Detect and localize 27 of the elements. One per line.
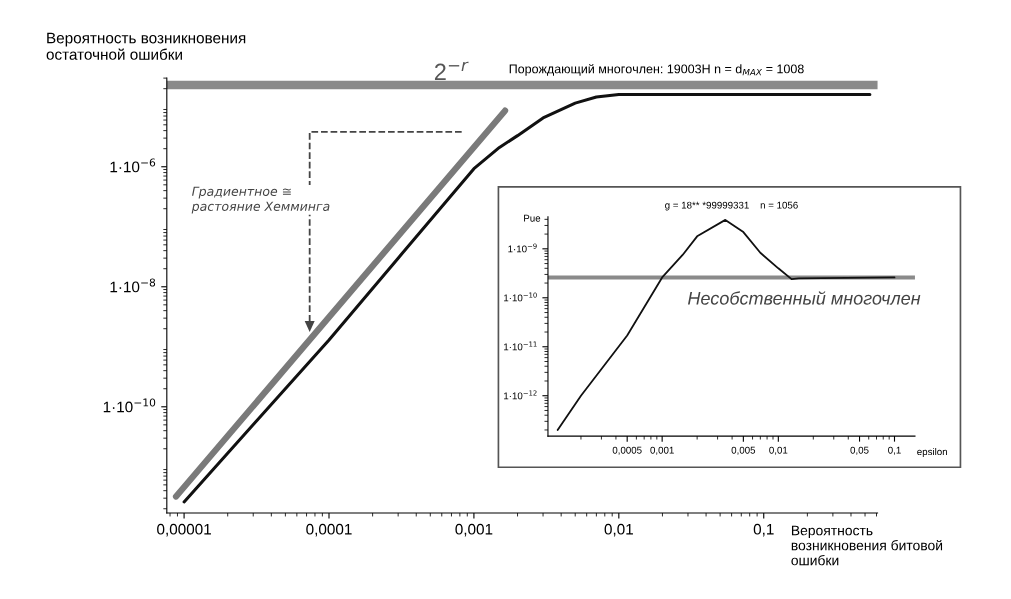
x-axis-title: epsilon — [917, 447, 947, 458]
x-tick-label: 0,005 — [731, 446, 756, 455]
chart-title: Порождающий многочлен: 19003H n = d$_{MAX}$ = 1008 — [509, 63, 804, 76]
x-tick-label: 0,00001 — [157, 523, 211, 537]
x-tick-label: 0,001 — [650, 446, 674, 455]
y-axis-title: Вероятность возникновения остаточной ошибки — [46, 32, 246, 60]
annotation: Несобственный многочлен — [687, 291, 921, 305]
chart-title: g = 18** *99999331 n = 1056 — [665, 201, 798, 211]
x-tick-label: 0,01 — [604, 523, 633, 537]
y-tick-label: 1·10$^{−10}$ — [504, 292, 537, 302]
y-tick-label: 1·10$^{−11}$ — [504, 341, 537, 351]
x-axis-title: Вероятность возникновения битовой ошибки — [791, 525, 943, 566]
y-tick-label: 1·10$^{−10}$ — [103, 398, 156, 413]
x-tick-label: 0,01 — [769, 446, 788, 455]
ref-line-label: 2$^{−r}$ — [434, 61, 469, 81]
x-tick-label: 0,001 — [455, 523, 493, 537]
annotation: Градиентное ≅ растояние Хемминга — [191, 186, 330, 214]
y-tick-label: 1·10$^{−12}$ — [504, 390, 537, 400]
y-tick-label: 1·10$^{−9}$ — [508, 243, 537, 253]
y-axis-title: Pue — [524, 214, 541, 222]
x-tick-label: 0,0005 — [612, 446, 642, 455]
x-tick-label: 0,0001 — [306, 523, 352, 537]
y-tick-label: 1·10$^{−6}$ — [110, 158, 156, 173]
y-tick-label: 1·10$^{−8}$ — [110, 278, 156, 293]
x-tick-label: 0,1 — [753, 523, 774, 537]
x-tick-label: 0,05 — [850, 446, 869, 455]
x-tick-label: 0,1 — [888, 446, 901, 455]
